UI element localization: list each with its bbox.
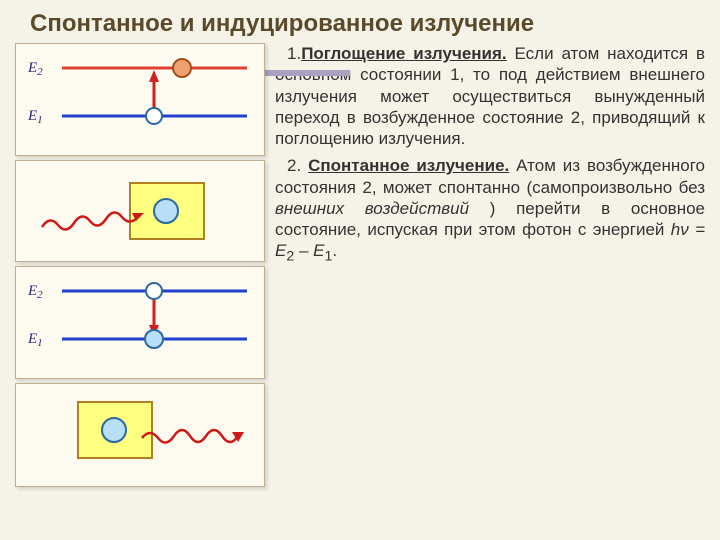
atom-excited-open bbox=[146, 283, 162, 299]
decorative-accent bbox=[260, 70, 350, 76]
page-title: Спонтанное и индуцированное излучение bbox=[0, 0, 720, 43]
e1-label: E1 bbox=[27, 331, 43, 349]
diagram-emission: E2 E1 bbox=[22, 275, 252, 370]
paragraph-2: 2. Спонтанное излучение. Атом из возбужд… bbox=[275, 155, 705, 266]
panel-absorption-levels: E2 E1 bbox=[15, 43, 265, 156]
e1-label: E1 bbox=[27, 108, 43, 126]
panel-photon-out bbox=[15, 383, 265, 487]
atom-ground bbox=[146, 108, 162, 124]
p1-title: Поглощение излучения. bbox=[301, 44, 506, 63]
atom-target bbox=[154, 199, 178, 223]
e2-label: E2 bbox=[27, 60, 43, 78]
diagram-photon-out bbox=[22, 392, 252, 478]
arrow-up-head bbox=[149, 70, 159, 82]
photon-wave-out bbox=[142, 430, 238, 443]
photon-wave-in bbox=[42, 212, 140, 229]
paragraph-1: 1.Поглощение излучения. Если атом находи… bbox=[275, 43, 705, 149]
text-column: 1.Поглощение излучения. Если атом находи… bbox=[265, 43, 705, 487]
diagram-absorption: E2 E1 bbox=[22, 52, 252, 147]
atom-excited bbox=[173, 59, 191, 77]
panel-photon-in bbox=[15, 160, 265, 262]
atom-ground-filled bbox=[145, 330, 163, 348]
atom-source bbox=[102, 418, 126, 442]
panel-emission-levels: E2 E1 bbox=[15, 266, 265, 379]
diagram-column: E2 E1 bbox=[15, 43, 265, 487]
p2-title: Спонтанное излучение. bbox=[308, 156, 509, 175]
e2-label: E2 bbox=[27, 283, 43, 301]
content-row: E2 E1 bbox=[0, 43, 720, 487]
diagram-photon-in bbox=[22, 169, 252, 253]
